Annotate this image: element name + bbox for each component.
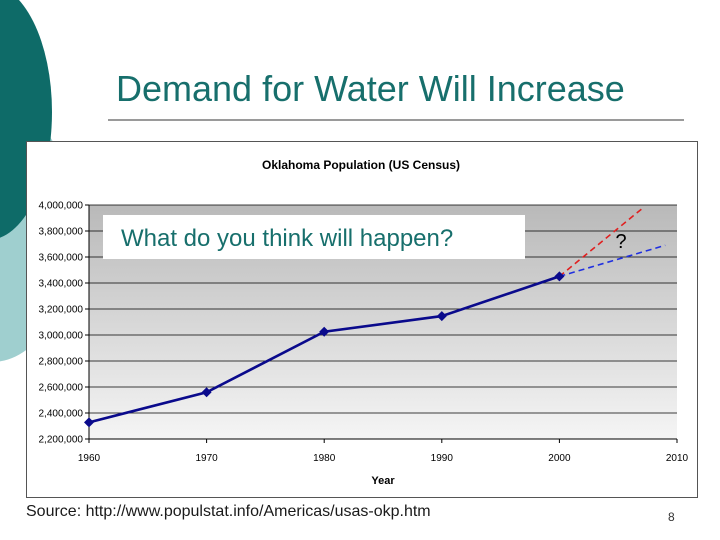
y-tick-label: 3,000,000 (39, 331, 84, 342)
y-tick-label: 3,200,000 (39, 305, 84, 316)
x-tick-label: 1990 (431, 453, 454, 464)
x-axis-ticks: 1960 1970 1980 1990 2000 2010 (78, 439, 689, 464)
x-tick-label: 1980 (313, 453, 336, 464)
chart-title: Oklahoma Population (US Census) (262, 158, 460, 172)
high-projection-line (558, 208, 643, 278)
slide-title: Demand for Water Will Increase (116, 68, 625, 109)
y-tick-label: 4,000,000 (39, 201, 84, 212)
projection-question-mark: ? (615, 231, 626, 253)
data-point-marker (436, 311, 447, 322)
y-tick-label: 2,600,000 (39, 383, 84, 394)
page-number: 8 (668, 510, 675, 524)
x-tick-label: 1970 (195, 453, 218, 464)
chart-frame: Oklahoma Population (US Census) 2,200,00… (26, 141, 698, 498)
title-divider (108, 119, 684, 121)
projection-lines (558, 208, 666, 278)
data-point-marker (319, 326, 330, 337)
x-axis-label: Year (371, 475, 395, 487)
low-projection-line (559, 244, 666, 278)
y-tick-label: 2,200,000 (39, 435, 84, 446)
y-tick-label: 2,800,000 (39, 357, 84, 368)
x-tick-label: 1960 (78, 453, 101, 464)
data-point-marker (554, 271, 565, 282)
y-tick-label: 3,400,000 (39, 279, 84, 290)
population-chart: Oklahoma Population (US Census) 2,200,00… (39, 158, 689, 487)
y-tick-label: 3,600,000 (39, 253, 84, 264)
data-markers (84, 271, 565, 428)
x-tick-label: 2010 (666, 453, 689, 464)
source-citation: Source: http://www.populstat.info/Americ… (26, 503, 431, 520)
callout-question: What do you think will happen? (103, 215, 525, 259)
y-tick-label: 3,800,000 (39, 227, 84, 238)
data-point-marker (84, 417, 94, 428)
x-tick-label: 2000 (548, 453, 571, 464)
y-axis-ticks: 2,200,000 2,400,000 2,600,000 2,800,000 3,00… (39, 201, 89, 446)
y-tick-label: 2,400,000 (39, 409, 84, 420)
data-point-marker (201, 387, 212, 398)
